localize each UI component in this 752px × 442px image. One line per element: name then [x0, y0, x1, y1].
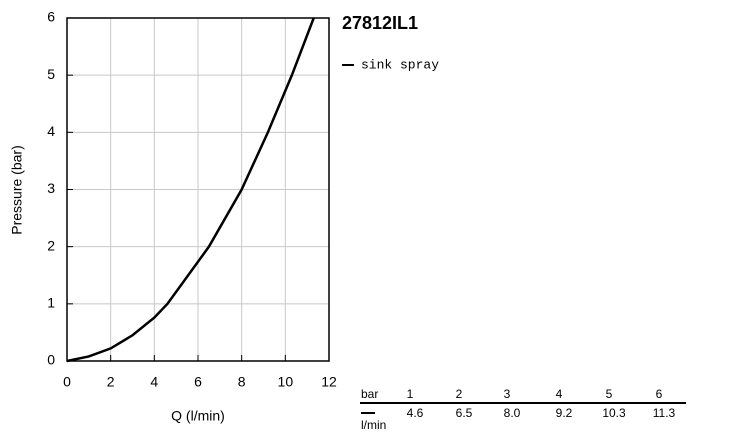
table-header-cell: 5 [606, 387, 613, 401]
x-tick-label: 2 [107, 374, 115, 390]
table-value-cell: 6.5 [456, 406, 473, 420]
x-tick-label: 0 [63, 374, 71, 390]
table-value-cell: 10.3 [602, 406, 626, 420]
y-tick-label: 4 [47, 123, 55, 139]
table-value-cell: 4.6 [407, 406, 424, 420]
table-header-cell: 2 [456, 387, 463, 401]
chart-title: 27812IL1 [342, 13, 418, 33]
x-tick-label: 8 [238, 374, 246, 390]
y-tick-label: 5 [47, 66, 55, 82]
x-tick-label: 6 [194, 374, 202, 390]
x-tick-label: 10 [278, 374, 294, 390]
x-tick-label: 4 [150, 374, 158, 390]
table-value-cell: 11.3 [653, 406, 676, 420]
table-row-label: l/min [361, 418, 386, 432]
table-value-cell: 9.2 [556, 406, 573, 420]
plot-frame [66, 17, 330, 362]
table-header-cell: 3 [504, 387, 511, 401]
y-tick-label: 1 [47, 295, 55, 311]
table-value-cell: 8.0 [504, 406, 521, 420]
table-header-cell: 6 [656, 387, 663, 401]
x-axis-label: Q (l/min) [171, 408, 225, 424]
x-tick-label: 12 [321, 374, 337, 390]
data-line [66, 17, 315, 363]
y-tick-label: 0 [47, 352, 55, 368]
y-tick-label: 2 [47, 237, 55, 253]
table-header-cell: 1 [407, 387, 414, 401]
legend-label: sink spray [361, 57, 439, 72]
y-tick-label: 6 [47, 9, 55, 25]
table-header-cell: 4 [556, 387, 563, 401]
y-axis-label: Pressure (bar) [9, 145, 25, 234]
table-header-label: bar [361, 387, 378, 401]
y-tick-label: 3 [47, 180, 55, 196]
